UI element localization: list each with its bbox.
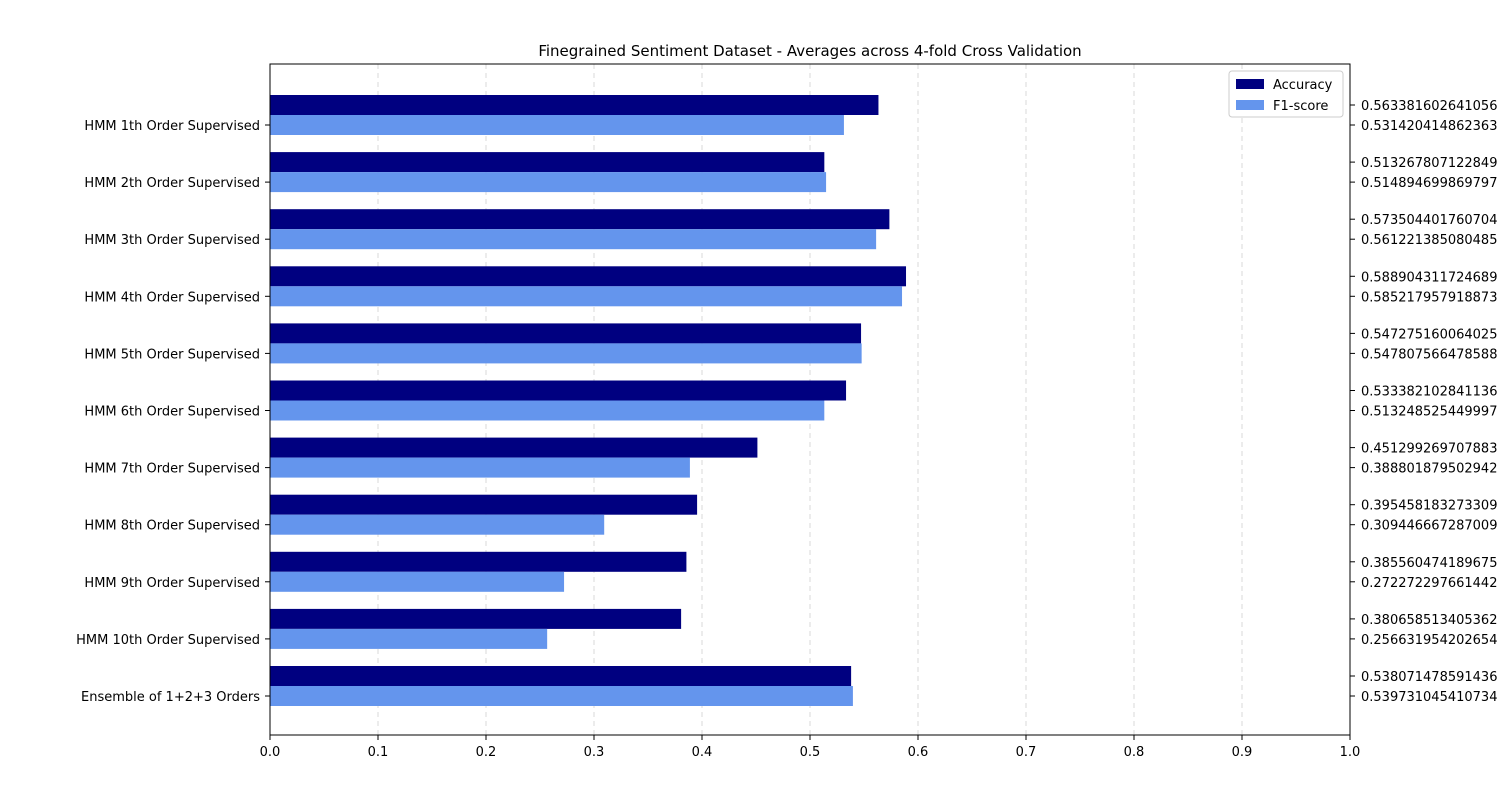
bar-accuracy	[270, 95, 879, 115]
x-tick-label: 0.4	[692, 745, 713, 760]
bar-accuracy	[270, 437, 758, 458]
bar-f1-score	[270, 686, 853, 706]
y-tick-label: HMM 2th Order Supervised	[84, 176, 260, 191]
plot-frame	[269, 63, 1351, 736]
bar-f1-score	[270, 514, 605, 535]
bar-accuracy	[270, 666, 852, 686]
value-label-f1-score: 0.547807566478588	[1361, 347, 1497, 362]
value-label-accuracy: 0.533382102841136	[1361, 385, 1497, 400]
bar-f1-score	[270, 286, 903, 307]
bar-accuracy	[270, 608, 682, 629]
y-tick-label: HMM 6th Order Supervised	[84, 405, 260, 420]
x-tick-label: 0.2	[476, 745, 497, 760]
value-label-f1-score: 0.585217957918873	[1361, 290, 1497, 305]
bars	[270, 95, 907, 706]
bar-accuracy	[270, 152, 825, 173]
x-tick-label: 0.1	[368, 745, 389, 760]
bar-f1-score	[270, 229, 877, 250]
legend-swatch	[1236, 79, 1264, 89]
value-label-f1-score: 0.309446667287009	[1361, 519, 1497, 534]
y-tick-label: HMM 9th Order Supervised	[84, 576, 260, 591]
value-label-accuracy: 0.538071478591436	[1361, 670, 1497, 685]
bar-f1-score	[270, 628, 548, 649]
y-tick-label: HMM 10th Order Supervised	[76, 633, 260, 648]
value-label-f1-score: 0.513248525449997	[1361, 405, 1497, 420]
bar-f1-score	[270, 343, 862, 364]
value-label-accuracy: 0.395458183273309	[1361, 499, 1497, 514]
value-label-accuracy: 0.451299269707883	[1361, 442, 1497, 457]
legend: Accuracy F1-score	[1228, 70, 1344, 118]
bar-f1-score	[270, 457, 690, 478]
x-tick-label: 0.8	[1124, 745, 1145, 760]
value-label-f1-score: 0.256631954202654	[1361, 633, 1497, 648]
bar-accuracy	[270, 323, 862, 344]
x-tick-label: 0.3	[584, 745, 605, 760]
bar-f1-score	[270, 400, 825, 421]
value-label-accuracy: 0.573504401760704	[1361, 213, 1497, 228]
x-tick-label: 0.6	[908, 745, 929, 760]
value-label-accuracy: 0.588904311724689	[1361, 270, 1497, 285]
value-label-f1-score: 0.539731045410734	[1361, 690, 1497, 705]
bar-accuracy	[270, 380, 847, 401]
value-label-accuracy: 0.563381602641056	[1361, 99, 1497, 114]
bar-f1-score	[270, 115, 844, 135]
y-tick-label: HMM 7th Order Supervised	[84, 462, 260, 477]
y-tick-label: HMM 1th Order Supervised	[84, 119, 260, 134]
value-label-accuracy: 0.547275160064025	[1361, 327, 1497, 342]
bar-f1-score	[270, 172, 827, 193]
y-tick-label: HMM 3th Order Supervised	[84, 233, 260, 248]
value-label-accuracy: 0.380658513405362	[1361, 613, 1497, 628]
legend-swatch	[1236, 100, 1264, 110]
y-tick-label: HMM 4th Order Supervised	[84, 290, 260, 305]
value-label-f1-score: 0.272272297661442	[1361, 576, 1497, 591]
bar-accuracy	[270, 209, 890, 230]
bar-accuracy	[270, 494, 698, 515]
x-tick-label: 0.0	[260, 745, 281, 760]
labels: HMM 1th Order Supervised 0.56338160264105…	[76, 99, 1497, 705]
value-label-accuracy: 0.385560474189675	[1361, 556, 1497, 571]
x-tick-label: 0.7	[1016, 745, 1037, 760]
x-tick-label: 0.5	[800, 745, 821, 760]
value-label-f1-score: 0.388801879502942	[1361, 462, 1497, 477]
x-tick-label: 0.9	[1232, 745, 1253, 760]
value-label-f1-score: 0.514894699869797	[1361, 176, 1497, 191]
axes: 0.0 0.1 0.2 0.3 0.4 0.5 0.6 0.7 0.8 0.9 1.0	[260, 63, 1361, 760]
bar-f1-score	[270, 571, 565, 592]
bar-accuracy	[270, 551, 687, 572]
legend-label: Accuracy	[1273, 78, 1333, 93]
y-tick-label: HMM 8th Order Supervised	[84, 519, 260, 534]
x-tick-label: 1.0	[1340, 745, 1361, 760]
chart-title: Finegrained Sentiment Dataset - Averages…	[538, 42, 1081, 60]
y-tick-label: HMM 5th Order Supervised	[84, 347, 260, 362]
value-label-accuracy: 0.513267807122849	[1361, 156, 1497, 171]
legend-label: F1-score	[1273, 99, 1328, 114]
y-tick-label: Ensemble of 1+2+3 Orders	[81, 690, 260, 705]
bar-accuracy	[270, 266, 907, 287]
value-label-f1-score: 0.531420414862363	[1361, 119, 1497, 134]
value-label-f1-score: 0.561221385080485	[1361, 233, 1497, 248]
